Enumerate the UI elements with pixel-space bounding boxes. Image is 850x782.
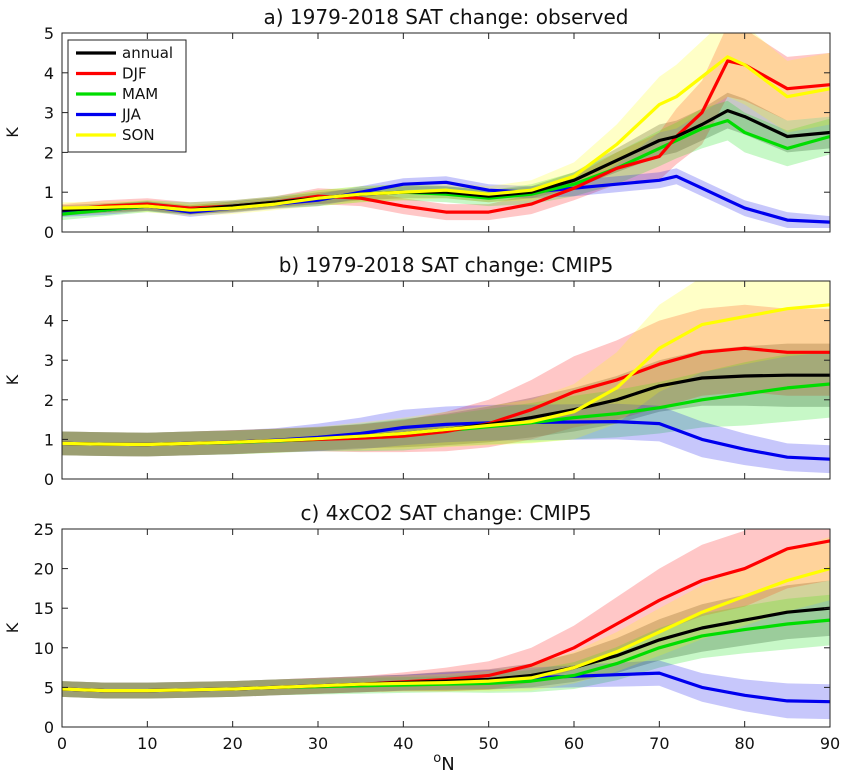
y-tick-label: 25 [34, 520, 54, 539]
legend-label-mam: MAM [122, 85, 158, 103]
legend-label-jja: JJA [121, 106, 142, 124]
x-axis-label-main: N [441, 754, 454, 775]
y-tick-label: 0 [44, 223, 54, 242]
band-mam [62, 350, 830, 457]
band-djf [62, 304, 830, 457]
legend: annual DJF MAM JJA SON [67, 39, 187, 153]
band-djf [62, 529, 830, 699]
line-son [62, 55, 830, 212]
x-tick-label: 30 [308, 734, 328, 753]
y-tick-label: 4 [44, 312, 54, 331]
band-son [62, 281, 830, 457]
y-tick-label: 1 [44, 430, 54, 449]
x-axis-label-superscript: o [433, 751, 441, 766]
band-annual [62, 580, 830, 699]
plot-content [62, 529, 830, 720]
plot-area [62, 281, 830, 479]
band-son [62, 536, 830, 699]
y-tick-label: 10 [34, 639, 54, 658]
x-axis-label: oN [433, 751, 454, 775]
x-tick-label: 40 [393, 734, 413, 753]
band-son [62, 33, 830, 217]
panel-a: 0 1 2 3 4 5 a) 1979-2018 SAT change: observed K [3, 5, 831, 242]
axes-box [61, 280, 831, 480]
y-tick-label: 15 [34, 599, 54, 618]
legend-label-annual: annual [122, 44, 173, 62]
band-djf [62, 33, 830, 221]
y-tick-label: 0 [44, 718, 54, 737]
x-tick-label: 10 [137, 734, 157, 753]
y-tick-label: 2 [44, 391, 54, 410]
y-tick-label: 5 [44, 24, 54, 43]
y-axis-label: K [3, 622, 22, 633]
axes-box [61, 32, 831, 233]
y-tick-label: 5 [44, 678, 54, 697]
line-son [62, 303, 830, 447]
chart-title: c) 4xCO2 SAT change: CMIP5 [301, 501, 592, 525]
y-tick-label: 1 [44, 183, 54, 202]
y-axis-label: K [3, 374, 22, 385]
x-tick-label: 80 [734, 734, 754, 753]
y-tick-label: 3 [44, 351, 54, 370]
x-tick-label: 60 [564, 734, 584, 753]
x-tick-label: 90 [820, 734, 840, 753]
y-tick-label: 0 [44, 470, 54, 489]
x-tick-label: 0 [57, 734, 67, 753]
axes-box [61, 528, 831, 728]
plot-content [62, 281, 830, 474]
legend-box [67, 39, 187, 153]
y-tick-label: 5 [44, 272, 54, 291]
legend-label-son: SON [122, 126, 155, 144]
plot-area [62, 33, 830, 232]
y-tick-label: 3 [44, 104, 54, 123]
legend-label-djf: DJF [122, 65, 147, 83]
panel-b: 0 1 2 3 4 5 b) 1979-2018 SAT change: CMIP5 K [3, 253, 831, 489]
y-tick-label: 20 [34, 560, 54, 579]
chart-title: a) 1979-2018 SAT change: observed [264, 5, 629, 29]
chart-title: b) 1979-2018 SAT change: CMIP5 [279, 253, 614, 277]
panel-c: 0 10 20 30 40 50 60 70 80 90 0 5 10 15 20 25 c) 4xCO2 SA… [3, 501, 840, 753]
x-tick-label: 70 [649, 734, 669, 753]
x-tick-label: 50 [478, 734, 498, 753]
y-tick-label: 2 [44, 143, 54, 162]
plot-content [62, 33, 830, 228]
y-tick-label: 4 [44, 64, 54, 83]
x-tick-label: 20 [222, 734, 242, 753]
y-axis-label: K [3, 127, 22, 138]
line-son [62, 567, 830, 693]
